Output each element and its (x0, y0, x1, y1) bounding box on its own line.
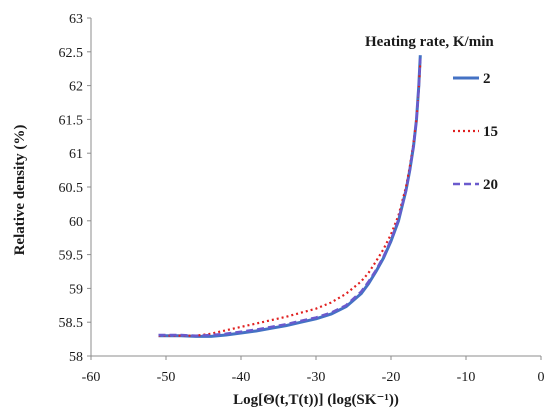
axes: 58 58.5 59 59.5 60 60.5 61 61.5 62 62.5 63 -60 -50 -4… (59, 12, 545, 385)
series-line-20 (158, 58, 422, 337)
legend-title: Heating rate, K/min (365, 34, 494, 50)
x-tick-label: -40 (232, 370, 251, 385)
y-tick-label: 63 (69, 12, 83, 27)
y-tick-label: 58 (69, 350, 83, 365)
series-line-15 (158, 61, 422, 337)
y-tick-label: 62.5 (59, 46, 84, 61)
x-tick-label: -20 (382, 370, 401, 385)
y-tick-label: 60 (69, 215, 83, 230)
series-line-2 (158, 55, 422, 338)
y-tick-label: 62 (69, 80, 83, 95)
series-layer (158, 55, 422, 338)
y-tick-label: 60.5 (59, 181, 84, 196)
y-tick-label: 59.5 (59, 249, 84, 264)
x-tick-label: -50 (157, 370, 176, 385)
y-tick-label: 58.5 (59, 316, 84, 331)
y-axis-label: Relative density (%) (12, 125, 28, 256)
y-tick-label: 59 (69, 282, 83, 297)
x-tick-label: -30 (307, 370, 326, 385)
x-tick-label: -60 (82, 370, 101, 385)
legend-label-15: 15 (483, 124, 498, 140)
x-tick-label: -10 (457, 370, 476, 385)
y-tick-label: 61 (69, 147, 83, 162)
y-tick-label: 61.5 (59, 113, 84, 128)
x-axis-label: Log[Θ(t,T(t))] (log(SK⁻¹)) (233, 392, 399, 408)
legend-label-20: 20 (483, 177, 498, 193)
legend: Heating rate, K/min 2 15 20 (365, 34, 498, 193)
legend-label-2: 2 (483, 71, 491, 87)
x-tick-label: 0 (538, 370, 545, 385)
